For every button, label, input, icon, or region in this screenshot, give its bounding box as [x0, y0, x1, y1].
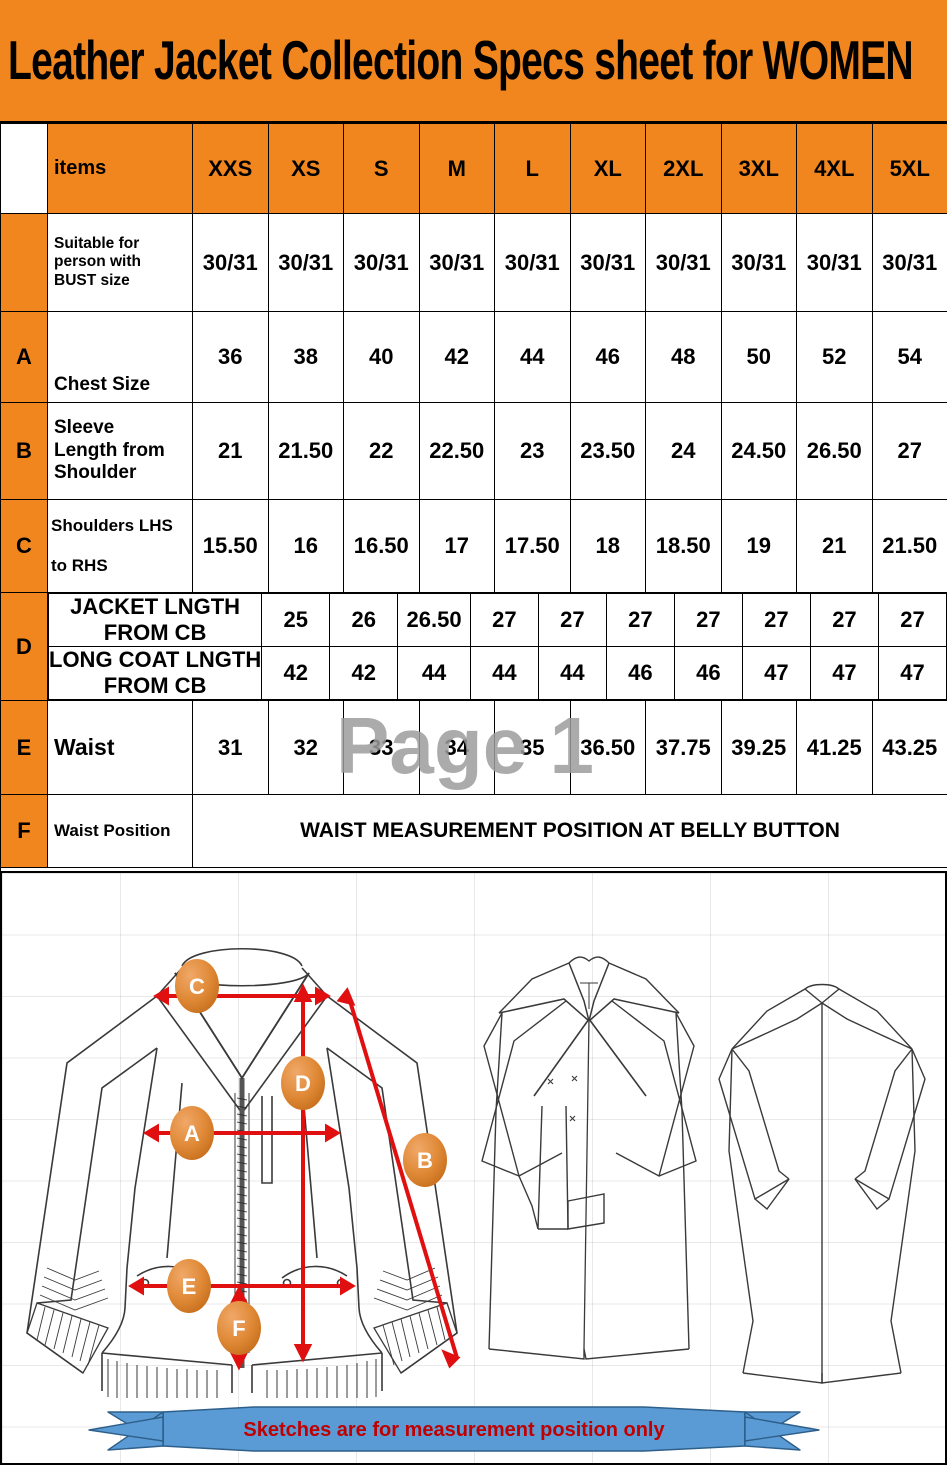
svg-text:D: D	[295, 1071, 311, 1096]
svg-text:E: E	[182, 1274, 197, 1299]
svg-text:B: B	[417, 1148, 433, 1173]
svg-text:Sketches are for measurement: Sketches are for measurement position on…	[243, 1419, 665, 1441]
svg-text:A: A	[184, 1121, 200, 1146]
svg-text:C: C	[189, 974, 205, 999]
svg-text:F: F	[232, 1316, 245, 1341]
